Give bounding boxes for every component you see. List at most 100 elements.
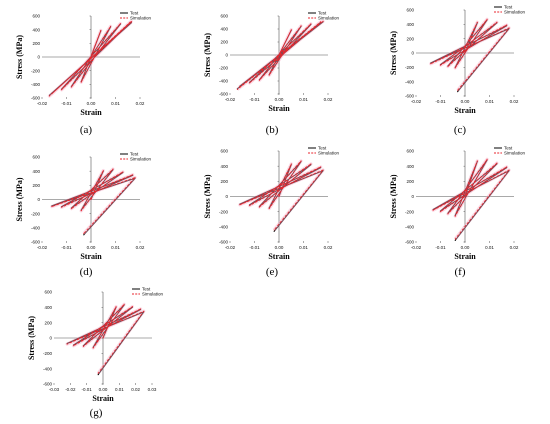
panel-label: (d) bbox=[80, 266, 93, 278]
y-tick-label: 200 bbox=[406, 179, 414, 184]
simulation-point bbox=[82, 345, 84, 347]
x-tick-label: 0.00 bbox=[461, 245, 470, 250]
simulation-point bbox=[80, 81, 82, 83]
simulation-point bbox=[476, 160, 478, 162]
y-tick-label: -400 bbox=[219, 79, 229, 84]
chart-panel-b: -0.02 -0.01 0.00 0.01 0.02 -600 -400 -200 0 200 40… bbox=[203, 11, 340, 137]
y-tick-label: -600 bbox=[219, 92, 229, 97]
simulation-point bbox=[132, 174, 134, 176]
test-point bbox=[430, 62, 432, 64]
y-tick-label: 200 bbox=[32, 41, 40, 46]
y-tick-label: 400 bbox=[406, 22, 414, 27]
x-tick-label: 0.01 bbox=[299, 97, 308, 102]
simulation-point bbox=[290, 163, 292, 165]
simulation-point bbox=[51, 206, 53, 208]
test-point bbox=[273, 230, 275, 232]
simulation-point bbox=[129, 21, 131, 23]
simulation-series-line bbox=[51, 168, 136, 234]
x-tick-label: -0.01 bbox=[61, 245, 72, 250]
x-tick-label: -0.02 bbox=[37, 245, 48, 250]
simulation-point bbox=[278, 196, 280, 197]
simulation-point bbox=[430, 63, 432, 65]
legend-test-label: Test bbox=[504, 5, 513, 10]
x-tick-label: 0.01 bbox=[115, 387, 124, 392]
simulation-point bbox=[268, 74, 270, 76]
simulation-point bbox=[115, 306, 117, 308]
simulation-point bbox=[83, 233, 85, 234]
simulation-point bbox=[447, 66, 449, 68]
x-axis-label: Strain bbox=[454, 252, 476, 261]
y-tick-label: 600 bbox=[44, 290, 52, 295]
y-tick-label: 600 bbox=[220, 14, 228, 19]
y-tick-label: -200 bbox=[405, 65, 415, 70]
simulation-point bbox=[239, 204, 241, 206]
chart-panel-f: -0.02 -0.01 0.00 0.01 0.02 -600 -400 -200 0 200 40… bbox=[389, 146, 526, 279]
y-tick-label: 200 bbox=[32, 183, 40, 188]
simulation-point bbox=[322, 169, 324, 171]
simulation-point bbox=[70, 86, 72, 88]
y-tick-label: -600 bbox=[219, 240, 229, 245]
simulation-point bbox=[486, 158, 488, 160]
x-tick-label: -0.02 bbox=[37, 101, 48, 106]
chart-panel-c: -0.02 -0.01 0.00 0.01 0.02 -600 -400 -200 0 200 40… bbox=[389, 5, 526, 137]
y-axis-label: Stress (MPa) bbox=[15, 35, 24, 79]
y-tick-label: -400 bbox=[405, 224, 415, 229]
panel-label: (f) bbox=[455, 266, 466, 278]
simulation-point bbox=[506, 166, 508, 168]
simulation-point bbox=[249, 82, 251, 84]
simulation-point bbox=[508, 169, 510, 171]
y-axis-label: Stress (MPa) bbox=[203, 33, 212, 77]
y-tick-label: 400 bbox=[220, 164, 228, 169]
simulation-point bbox=[51, 93, 53, 95]
x-tick-label: 0.02 bbox=[324, 97, 333, 102]
y-tick-label: -400 bbox=[219, 224, 229, 229]
y-tick-label: -600 bbox=[31, 240, 41, 245]
x-axis-label: Strain bbox=[268, 104, 290, 113]
simulation-point bbox=[320, 21, 322, 23]
legend-test-label: Test bbox=[504, 146, 513, 151]
x-axis-label: Strain bbox=[80, 252, 102, 261]
simulation-point bbox=[92, 347, 94, 349]
panel-label: (b) bbox=[266, 124, 279, 136]
y-axis-label: Stress (MPa) bbox=[15, 177, 24, 221]
x-tick-label: 0.00 bbox=[87, 245, 96, 250]
test-point bbox=[73, 344, 75, 346]
legend-simulation-label: Simulation bbox=[130, 16, 152, 21]
panel-label: (g) bbox=[90, 407, 103, 419]
x-tick-label: 0.02 bbox=[510, 99, 519, 104]
test-point bbox=[454, 240, 456, 241]
y-tick-label: -400 bbox=[405, 79, 415, 84]
legend-simulation-label: Simulation bbox=[504, 151, 526, 156]
x-tick-label: -0.01 bbox=[435, 245, 446, 250]
y-tick-label: 0 bbox=[225, 53, 228, 58]
y-tick-label: 200 bbox=[220, 179, 228, 184]
y-tick-label: -200 bbox=[31, 68, 41, 73]
x-tick-label: 0.01 bbox=[485, 245, 494, 250]
y-tick-label: 600 bbox=[220, 149, 228, 154]
x-tick-label: 0.00 bbox=[275, 245, 284, 250]
simulation-scatter-band bbox=[431, 157, 511, 240]
x-axis-label: Strain bbox=[80, 108, 102, 117]
y-tick-label: -200 bbox=[31, 211, 41, 216]
y-tick-label: -200 bbox=[405, 209, 415, 214]
test-point bbox=[134, 177, 136, 179]
x-tick-label: -0.03 bbox=[49, 387, 60, 392]
simulation-point bbox=[61, 206, 63, 208]
panel-label: (a) bbox=[80, 124, 93, 136]
simulation-point bbox=[476, 21, 478, 23]
legend-simulation-label: Simulation bbox=[318, 16, 340, 21]
legend-simulation-label: Simulation bbox=[504, 10, 526, 15]
legend-test-label: Test bbox=[130, 152, 139, 157]
simulation-point bbox=[508, 27, 510, 29]
x-tick-label: -0.01 bbox=[82, 387, 93, 392]
simulation-point bbox=[110, 25, 112, 27]
simulation-point bbox=[290, 29, 292, 31]
legend-simulation-label: Simulation bbox=[318, 151, 340, 156]
simulation-point bbox=[310, 23, 312, 25]
simulation-point bbox=[496, 162, 498, 164]
test-point bbox=[70, 207, 72, 209]
x-tick-label: 0.02 bbox=[131, 387, 140, 392]
simulation-point bbox=[432, 209, 434, 211]
y-tick-label: -200 bbox=[219, 209, 229, 214]
